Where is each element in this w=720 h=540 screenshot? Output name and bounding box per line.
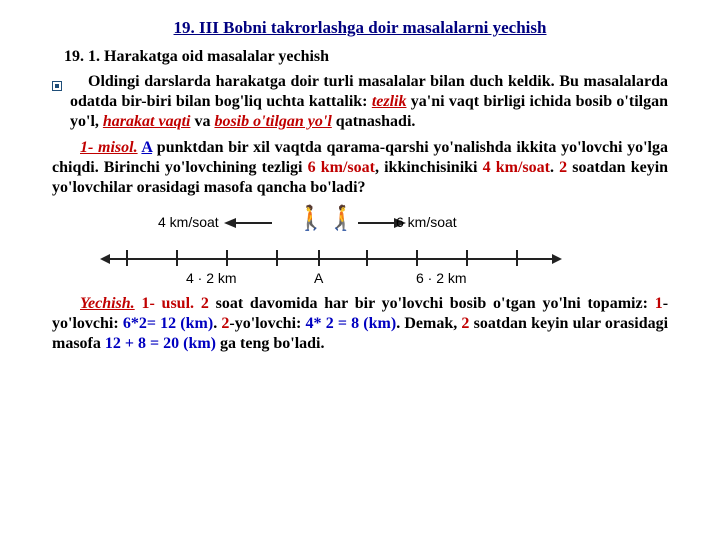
p3-t2: 2: [201, 295, 209, 312]
p2-v1: 6 km/soat: [308, 159, 375, 176]
p3-i: ga teng bo'ladi.: [216, 335, 324, 352]
p2-v2: 4 km/soat: [483, 159, 550, 176]
axis-tick: [176, 250, 178, 266]
p3-f: -yo'lovchi:: [229, 315, 305, 332]
p1-hvaqti: harakat vaqti: [103, 113, 191, 130]
arrow-left-icon: [224, 216, 274, 233]
p1-d: qatnashadi.: [332, 113, 416, 130]
p3-usul: 1- usul.: [141, 295, 194, 312]
walkers-icon: 🚶🚶: [296, 204, 356, 233]
p2-d: .: [550, 159, 559, 176]
axis-tick: [226, 250, 228, 266]
diagram-axis: 4 · 2 km A 6 · 2 km: [96, 242, 566, 288]
axis-line: [108, 258, 554, 260]
p2-t: 2: [559, 159, 567, 176]
axis-tick: [318, 250, 320, 266]
speed-left: 4 km/soat: [158, 214, 219, 230]
p2-A: A: [141, 139, 152, 156]
axis-tick: [276, 250, 278, 266]
p3-calc1: 6*2= 12 (km): [123, 315, 213, 332]
left-dist-label: 4 · 2 km: [186, 270, 237, 286]
p1-tezlik: tezlik: [372, 93, 407, 110]
right-dist-label: 6 · 2 km: [416, 270, 467, 286]
para-2: 1- misol. A punktdan bir xil vaqtda qara…: [52, 138, 668, 198]
axis-tick: [516, 250, 518, 266]
A-label: A: [314, 270, 323, 286]
para-1-row: Oldingi darslarda harakatga doir turli m…: [52, 72, 668, 138]
para-3: Yechish. 1- usul. 2 soat davomida har bi…: [52, 294, 668, 354]
diagram: 4 km/soat 🚶🚶 6 km/soat 4 · 2 km A 6 · 2 …: [96, 206, 566, 288]
axis-tick: [416, 250, 418, 266]
bullet-icon: [52, 78, 62, 96]
p3-calc2: 4* 2 = 8 (km): [306, 315, 397, 332]
p2-misol: 1- misol.: [80, 139, 138, 156]
axis-tick: [366, 250, 368, 266]
p3-yech: Yechish.: [80, 295, 135, 312]
para-1: Oldingi darslarda harakatga doir turli m…: [70, 72, 668, 132]
axis-tick: [126, 250, 128, 266]
p3-g: . Demak,: [396, 315, 461, 332]
p1-bosib: bosib o'tilgan yo'l: [214, 113, 331, 130]
p3-y1: 1: [655, 295, 663, 312]
p1-c: va: [190, 113, 214, 130]
axis-tick: [466, 250, 468, 266]
p3-c: soat davomida har bir yo'lovchi bosib o'…: [209, 295, 655, 312]
section-subtitle: 19. 1. Harakatga oid masalalar yechish: [64, 48, 668, 66]
p3-sum: 12 + 8 = 20 (km): [105, 335, 216, 352]
p2-c: , ikkinchisiniki: [375, 159, 483, 176]
diagram-speed-row: 4 km/soat 🚶🚶 6 km/soat: [96, 206, 566, 242]
page-title: 19. III Bobni takrorlashga doir masalala…: [52, 18, 668, 38]
speed-right: 6 km/soat: [396, 214, 457, 230]
